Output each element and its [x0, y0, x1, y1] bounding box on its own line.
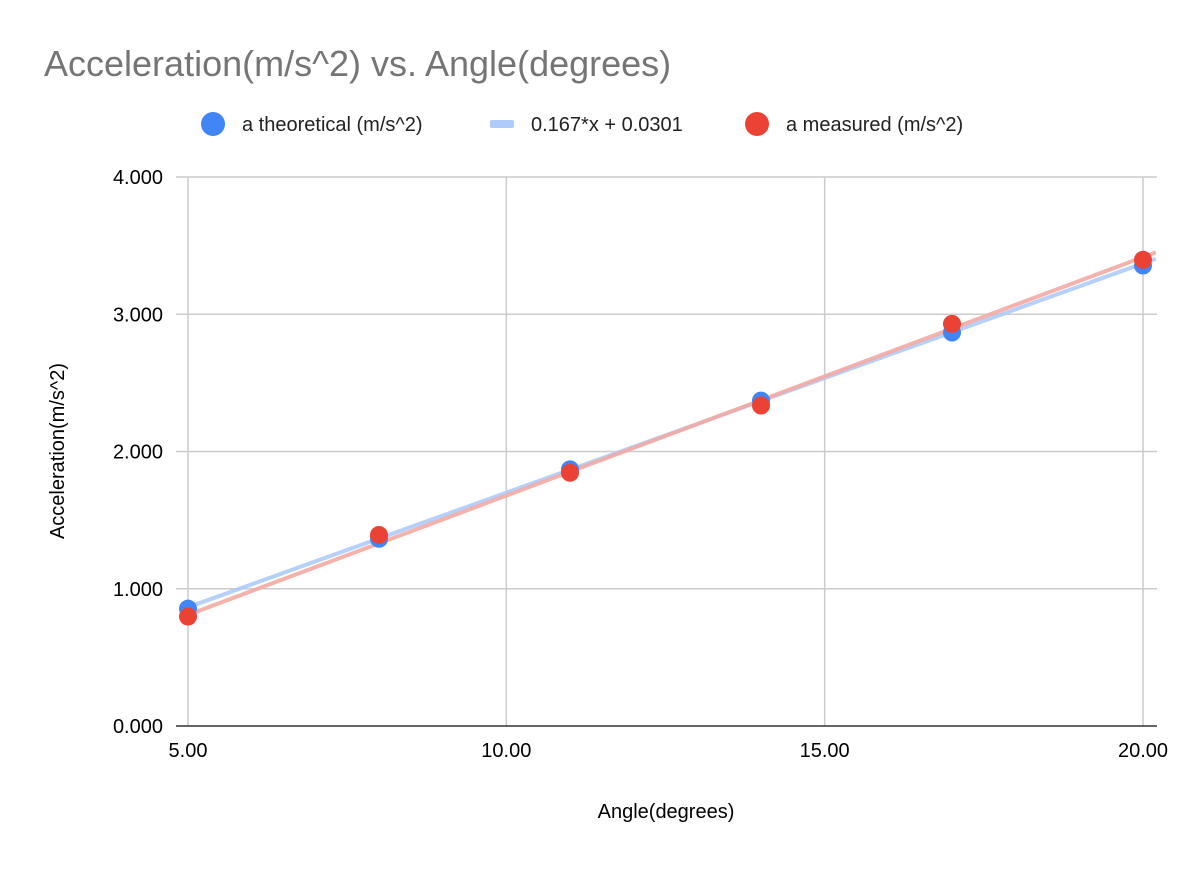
grid [176, 176, 1157, 726]
trendline [180, 250, 1157, 620]
legend-label: a theoretical (m/s^2) [242, 114, 423, 136]
y-tick-label: 4.000 [113, 167, 163, 189]
legend-label: 0.167*x + 0.0301 [531, 114, 683, 136]
legend-marker [201, 112, 225, 136]
y-tick-labels: 0.000 1.000 2.000 3.000 4.000 [113, 167, 163, 738]
legend: a theoretical (m/s^2) 0.167*x + 0.0301 a m… [201, 112, 963, 136]
x-axis-label: Angle(degrees) [598, 801, 735, 823]
x-tick-label: 20.00 [1118, 740, 1168, 762]
legend-marker [745, 112, 769, 136]
data-point [1134, 250, 1152, 269]
y-tick-label: 3.000 [113, 304, 163, 326]
x-tick-label: 10.00 [481, 740, 531, 762]
chart-title: Acceleration(m/s^2) vs. Angle(degrees) [44, 43, 671, 84]
y-axis-label: Acceleration(m/s^2) [47, 363, 69, 539]
data-point [179, 607, 197, 626]
data-point [752, 396, 770, 415]
data-point [943, 314, 961, 333]
x-tick-label: 5.00 [169, 740, 208, 762]
x-tick-labels: 5.00 10.00 15.00 20.00 [169, 740, 1169, 762]
legend-marker [490, 120, 514, 128]
trendlines [180, 250, 1157, 620]
data-point [561, 463, 579, 482]
data-points [179, 250, 1152, 626]
y-tick-label: 0.000 [113, 716, 163, 738]
legend-label: a measured (m/s^2) [786, 114, 963, 136]
y-tick-label: 1.000 [113, 579, 163, 601]
x-tick-label: 15.00 [800, 740, 850, 762]
data-point [370, 525, 388, 544]
y-tick-label: 2.000 [113, 442, 163, 464]
